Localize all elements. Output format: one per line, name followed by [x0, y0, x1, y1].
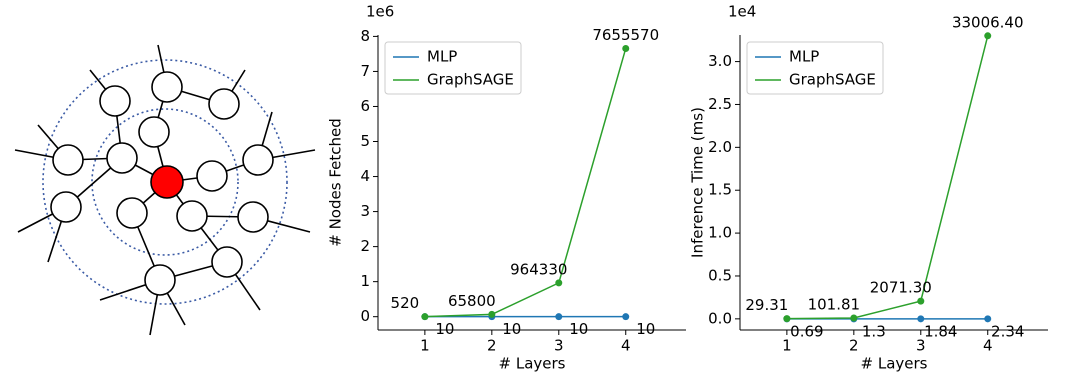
x-axis-label: # Layers	[499, 355, 566, 373]
y-axis-label: # Nodes Fetched	[327, 118, 345, 247]
data-label: 10	[569, 320, 588, 338]
data-label: 33006.40	[952, 13, 1024, 31]
data-point	[850, 314, 857, 321]
x-axis-label: # Layers	[861, 355, 928, 373]
data-point	[622, 45, 629, 52]
y-tick-label: 0.0	[708, 309, 732, 327]
data-label: 65800	[448, 292, 496, 310]
data-point	[984, 315, 991, 322]
data-label: 964330	[510, 260, 567, 278]
data-label: 10	[636, 320, 655, 338]
graph-diagram	[15, 45, 315, 335]
data-label: 7655570	[592, 26, 659, 44]
y-tick-label: 3	[360, 202, 370, 220]
x-tick-label: 4	[621, 337, 631, 355]
y-tick-label: 2	[360, 237, 370, 255]
y-tick-label: 0	[360, 307, 370, 325]
x-tick-label: 3	[554, 337, 564, 355]
data-point	[421, 313, 428, 320]
data-point	[917, 315, 924, 322]
y-tick-label: 2.5	[708, 95, 732, 113]
data-label: 520	[391, 294, 420, 312]
data-point	[783, 315, 790, 322]
data-label: 10	[502, 320, 521, 338]
x-tick-label: 2	[849, 337, 859, 355]
data-label: 1.84	[924, 322, 957, 340]
data-label: 10	[435, 320, 454, 338]
data-point	[555, 313, 562, 320]
data-point	[917, 298, 924, 305]
y-tick-label: 1	[360, 272, 370, 290]
data-point	[984, 32, 991, 39]
data-label: 29.31	[745, 296, 788, 314]
x-tick-label: 2	[487, 337, 497, 355]
data-label: 2.34	[991, 322, 1024, 340]
offset-label: 1e6	[366, 3, 394, 21]
data-label: 0.69	[790, 322, 823, 340]
y-tick-label: 0.5	[708, 266, 732, 284]
y-tick-label: 6	[360, 97, 370, 115]
y-tick-label: 5	[360, 132, 370, 150]
y-tick-label: 2.0	[708, 138, 732, 156]
y-tick-label: 1.0	[708, 224, 732, 242]
data-label: 101.81	[808, 295, 861, 313]
data-label: 2071.30	[870, 279, 932, 297]
y-tick-label: 4	[360, 167, 370, 185]
offset-label: 1e4	[728, 3, 756, 21]
y-tick-label: 1.5	[708, 181, 732, 199]
data-point	[622, 313, 629, 320]
legend-label: MLP	[427, 48, 457, 66]
x-tick-label: 1	[420, 337, 430, 355]
data-point	[555, 279, 562, 286]
y-tick-label: 8	[360, 27, 370, 45]
data-label: 1.3	[862, 322, 886, 340]
y-tick-label: 7	[360, 62, 370, 80]
legend-label: GraphSAGE	[427, 71, 514, 89]
legend-label: GraphSAGE	[789, 71, 876, 89]
y-tick-label: 3.0	[708, 52, 732, 70]
legend-label: MLP	[789, 48, 819, 66]
data-point	[488, 311, 495, 318]
y-axis-label: Inference Time (ms)	[689, 107, 707, 258]
